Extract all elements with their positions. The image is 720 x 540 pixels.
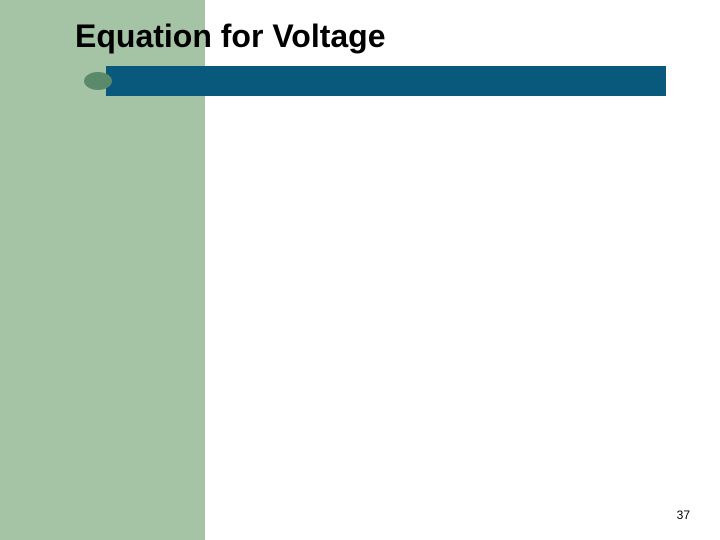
slide-title: Equation for Voltage bbox=[75, 18, 386, 55]
accent-dot bbox=[84, 72, 112, 90]
title-underline-bar bbox=[106, 66, 666, 96]
page-number: 37 bbox=[677, 508, 690, 522]
